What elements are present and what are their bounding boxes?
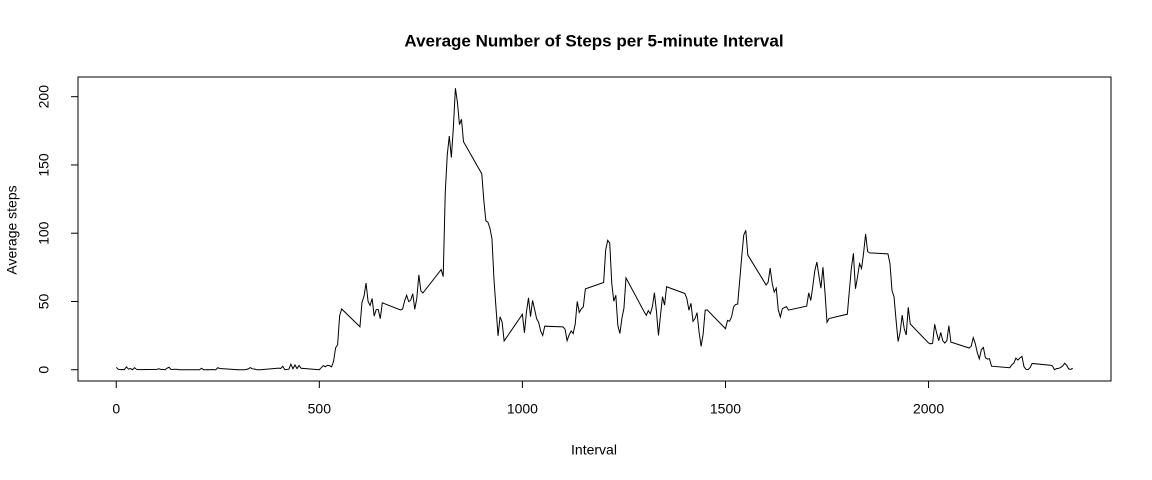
y-tick-label: 100 [36,221,52,245]
x-tick-label: 1500 [710,401,741,417]
x-axis-title: Interval [571,442,617,458]
y-tick-label: 0 [36,366,52,374]
y-tick-label: 150 [36,153,52,177]
chart-title: Average Number of Steps per 5-minute Int… [404,31,783,50]
x-tick-label: 0 [112,401,120,417]
y-axis-title: Average steps [4,185,20,274]
x-tick-label: 1000 [507,401,538,417]
y-tick-label: 50 [36,293,52,309]
y-tick-label: 200 [36,85,52,109]
x-tick-label: 2000 [913,401,944,417]
x-tick-label: 500 [308,401,332,417]
data-line [115,88,1073,371]
